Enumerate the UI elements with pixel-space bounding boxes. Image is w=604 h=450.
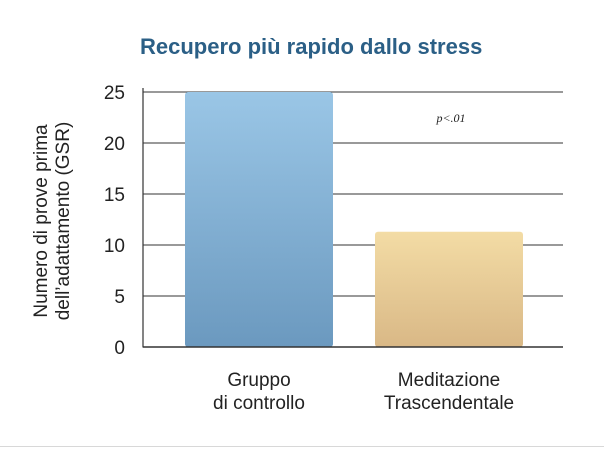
x-category-label: Meditazione Trascendentale [384, 370, 514, 414]
x-category-labels: Gruppo di controllo Meditazione Trascendent… [213, 370, 514, 414]
y-tick-label: 0 [114, 338, 125, 359]
x-category-label: Gruppo di controllo [213, 370, 305, 414]
y-tick-label: 25 [104, 83, 125, 104]
y-tick-label: 10 [104, 236, 125, 257]
y-tick-label: 15 [104, 185, 125, 206]
significance-annotation: p<.01 [435, 111, 465, 125]
bar-1 [185, 92, 333, 347]
chart-title: Recupero più rapido dallo stress [140, 34, 483, 59]
y-tick-labels: 0 5 10 15 20 25 [104, 83, 125, 359]
bottom-divider [0, 446, 604, 447]
y-axis-label: Numero di prove primadell’adattamento (G… [31, 122, 74, 321]
y-tick-label: 5 [114, 287, 125, 308]
y-axis-title: Numero di prove primadell’adattamento (G… [31, 122, 74, 321]
bar-2 [375, 231, 523, 347]
y-tick-label: 20 [104, 134, 125, 155]
axes [142, 88, 563, 348]
bars [185, 92, 523, 347]
